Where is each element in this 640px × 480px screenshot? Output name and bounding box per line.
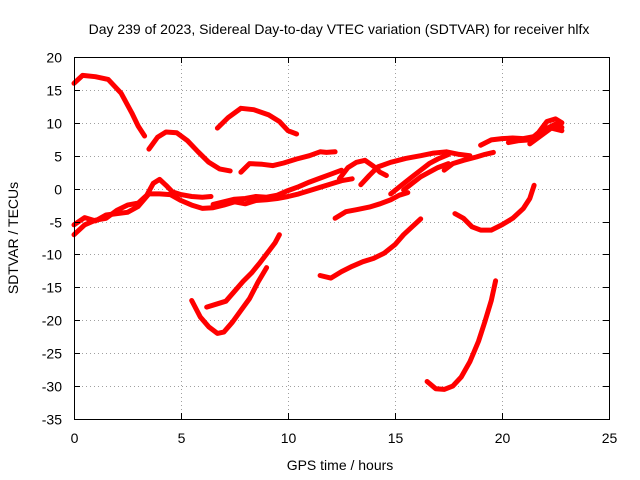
series-line-s19 bbox=[189, 265, 270, 336]
y-tick-label: 10 bbox=[46, 116, 62, 132]
y-tick-label: 0 bbox=[54, 182, 62, 198]
series-line-s4 bbox=[214, 105, 300, 137]
series-line-s11 bbox=[401, 161, 451, 193]
axis-ticks: 0 5 10 15 20 25 20 15 10 5 0 -5 -10 -15 -20 -25 -30 -35 bbox=[42, 50, 618, 447]
series-line-s12 bbox=[441, 149, 496, 173]
x-tick-label: 5 bbox=[178, 430, 186, 446]
series-line-s21 bbox=[424, 278, 499, 392]
plot-frame bbox=[74, 57, 610, 420]
y-tick-label: 5 bbox=[54, 149, 62, 165]
series-line-s14 bbox=[505, 116, 565, 146]
y-tick-label: -20 bbox=[42, 313, 62, 329]
series-line-s1 bbox=[71, 72, 148, 139]
series-group bbox=[71, 72, 565, 392]
series-line-s6 bbox=[71, 176, 355, 228]
series-line-s18 bbox=[452, 182, 537, 233]
series-line-s3 bbox=[238, 149, 338, 175]
series-line-s15 bbox=[527, 125, 565, 147]
x-axis-label: GPS time / hours bbox=[287, 457, 394, 473]
series-line-s10 bbox=[388, 151, 451, 197]
series-line-s17 bbox=[317, 216, 424, 281]
y-tick-label: -35 bbox=[42, 412, 62, 428]
series-line-s7 bbox=[210, 167, 344, 207]
series-line-s16 bbox=[332, 190, 411, 221]
y-tick-label: 20 bbox=[46, 50, 62, 66]
x-tick-label: 10 bbox=[281, 430, 297, 446]
grid bbox=[74, 57, 609, 419]
y-tick-label: -15 bbox=[42, 280, 62, 296]
y-axis-label: SDTVAR / TECUs bbox=[5, 182, 21, 294]
series-line-s8 bbox=[336, 157, 389, 182]
series-line-s2 bbox=[146, 129, 233, 174]
x-tick-label: 0 bbox=[71, 430, 79, 446]
x-tick-label: 15 bbox=[388, 430, 404, 446]
y-tick-label: -5 bbox=[50, 215, 63, 231]
y-tick-label: -25 bbox=[42, 346, 62, 362]
x-tick-label: 20 bbox=[495, 430, 511, 446]
y-tick-label: 15 bbox=[46, 83, 62, 99]
x-tick-label: 25 bbox=[602, 430, 618, 446]
series-line-s9 bbox=[358, 149, 473, 188]
chart-title: Day 239 of 2023, Sidereal Day-to-day VTE… bbox=[89, 21, 590, 37]
series-line-s20 bbox=[204, 232, 282, 310]
y-tick-label: -30 bbox=[42, 379, 62, 395]
y-tick-label: -10 bbox=[42, 247, 62, 263]
